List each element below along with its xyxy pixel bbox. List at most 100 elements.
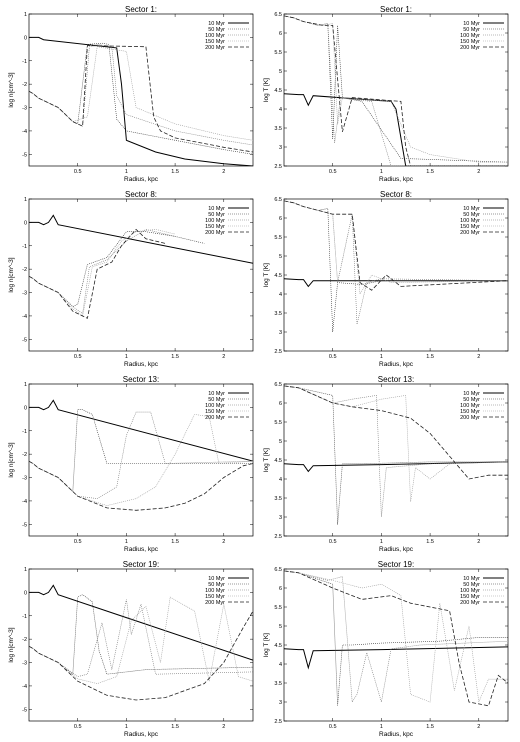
y-tick-label: 3.5 — [274, 496, 282, 502]
series-line-100-myr — [29, 229, 176, 315]
panel-6: Sector 13: 2.5 3 3.5 4 4.5 5 5.5 6 6.5 0.5 1 1.5 2 Rad… — [263, 375, 509, 553]
panel-title: Sector 19: — [123, 560, 159, 569]
x-axis-label: Radius, kpc — [124, 731, 159, 738]
y-axis-label: log n[cm^-3] — [8, 257, 15, 292]
x-tick-label: 1 — [380, 724, 383, 730]
legend-label: 50 Myr — [208, 212, 225, 218]
legend-label: 50 Myr — [208, 397, 225, 403]
series-line-100-myr — [29, 599, 253, 677]
x-tick-label: 0.5 — [329, 354, 337, 360]
series-line-10-myr — [29, 36, 253, 166]
series-line-50-myr — [284, 570, 508, 706]
y-tick-label: 1 — [24, 567, 27, 573]
x-axis-label: Radius, kpc — [124, 361, 159, 368]
panel-title: Sector 1: — [125, 5, 157, 14]
y-tick-label: 3.5 — [274, 681, 282, 687]
legend-label: 100 Myr — [205, 588, 225, 594]
y-tick-label: -3 — [22, 476, 27, 482]
y-tick-label: 2.5 — [274, 719, 282, 725]
x-tick-label: 0.5 — [74, 539, 82, 545]
legend-label: 50 Myr — [463, 212, 480, 218]
legend-label: 200 Myr — [205, 45, 225, 51]
y-tick-label: -1 — [22, 244, 27, 250]
panel-8: Sector 19: 2.5 3 3.5 4 4.5 5 5.5 6 6.5 0.5 1 1.5 2 Rad… — [263, 560, 509, 738]
y-axis-label: log n[cm^-3] — [8, 72, 15, 107]
panel-title: Sector 13: — [378, 375, 414, 384]
series-line-200-myr — [29, 460, 253, 511]
x-tick-label: 1.5 — [171, 724, 179, 730]
x-tick-label: 1 — [380, 354, 383, 360]
x-tick-label: 1 — [125, 354, 128, 360]
series-line-200-myr — [29, 45, 253, 153]
x-tick-label: 2 — [477, 169, 480, 175]
y-tick-label: 6 — [279, 31, 282, 37]
legend-label: 100 Myr — [205, 218, 225, 224]
x-tick-label: 1.5 — [426, 354, 434, 360]
y-axis-label: log T [K] — [263, 263, 270, 287]
legend-label: 150 Myr — [205, 409, 225, 415]
y-tick-label: 6 — [279, 586, 282, 592]
x-axis-label: Radius, kpc — [379, 361, 414, 368]
legend-label: 50 Myr — [463, 397, 480, 403]
legend-label: 100 Myr — [205, 403, 225, 409]
legend-label: 50 Myr — [463, 27, 480, 33]
legend-label: 100 Myr — [460, 588, 480, 594]
series-line-150-myr — [29, 596, 253, 684]
series-line-10-myr — [29, 214, 253, 264]
y-tick-label: 3.5 — [274, 126, 282, 132]
series-line-150-myr — [29, 46, 253, 141]
y-tick-label: -5 — [22, 522, 27, 528]
legend-label: 100 Myr — [205, 33, 225, 39]
x-axis-label: Radius, kpc — [124, 546, 159, 553]
series-line-50-myr — [29, 42, 253, 155]
y-tick-label: -5 — [22, 337, 27, 343]
series-line-100-myr — [29, 44, 253, 146]
y-tick-label: 5.5 — [274, 605, 282, 611]
y-tick-label: 5 — [279, 624, 282, 630]
series-line-200-myr — [284, 570, 508, 707]
x-tick-label: 0.5 — [74, 354, 82, 360]
series-line-50-myr — [284, 385, 508, 525]
y-tick-label: 3 — [279, 515, 282, 521]
panel-title: Sector 13: — [123, 375, 159, 384]
legend-label: 200 Myr — [205, 415, 225, 421]
y-tick-label: 4 — [279, 292, 282, 298]
y-tick-label: 4 — [279, 662, 282, 668]
series-line-50-myr — [29, 231, 205, 307]
y-tick-label: 5.5 — [274, 420, 282, 426]
series-line-150-myr — [284, 385, 508, 502]
y-tick-label: 6 — [279, 216, 282, 222]
x-tick-label: 0.5 — [74, 724, 82, 730]
y-tick-label: -4 — [22, 499, 27, 505]
series-line-10-myr — [29, 399, 253, 462]
x-tick-label: 2 — [477, 354, 480, 360]
x-tick-label: 2 — [222, 539, 225, 545]
y-tick-label: 0 — [24, 590, 27, 596]
y-axis-label: log T [K] — [263, 448, 270, 472]
y-tick-label: 3 — [279, 145, 282, 151]
x-tick-label: 1 — [125, 169, 128, 175]
y-tick-label: -3 — [22, 291, 27, 297]
y-tick-label: -4 — [22, 314, 27, 320]
plot-frame — [28, 383, 254, 537]
y-tick-label: 3 — [279, 700, 282, 706]
y-tick-label: 1 — [24, 12, 27, 18]
y-tick-label: 4.5 — [274, 273, 282, 279]
y-tick-label: 6.5 — [274, 382, 282, 388]
panel-2: Sector 1: 2.5 3 3.5 4 4.5 5 5.5 6 6.5 0.5 1 1.5 2 Radi… — [263, 5, 509, 183]
legend-label: 200 Myr — [460, 415, 480, 421]
legend-label: 10 Myr — [463, 391, 480, 397]
legend-label: 10 Myr — [463, 21, 480, 27]
x-tick-label: 2 — [477, 539, 480, 545]
y-tick-label: -2 — [22, 267, 27, 273]
series-line-200-myr — [284, 15, 508, 166]
legend-label: 100 Myr — [460, 403, 480, 409]
legend-label: 150 Myr — [460, 594, 480, 600]
x-axis-label: Radius, kpc — [379, 176, 414, 183]
legend-label: 150 Myr — [205, 39, 225, 45]
series-line-200-myr — [29, 610, 253, 701]
y-tick-label: 0 — [24, 405, 27, 411]
y-tick-label: 2.5 — [274, 534, 282, 540]
y-tick-label: 4.5 — [274, 88, 282, 94]
